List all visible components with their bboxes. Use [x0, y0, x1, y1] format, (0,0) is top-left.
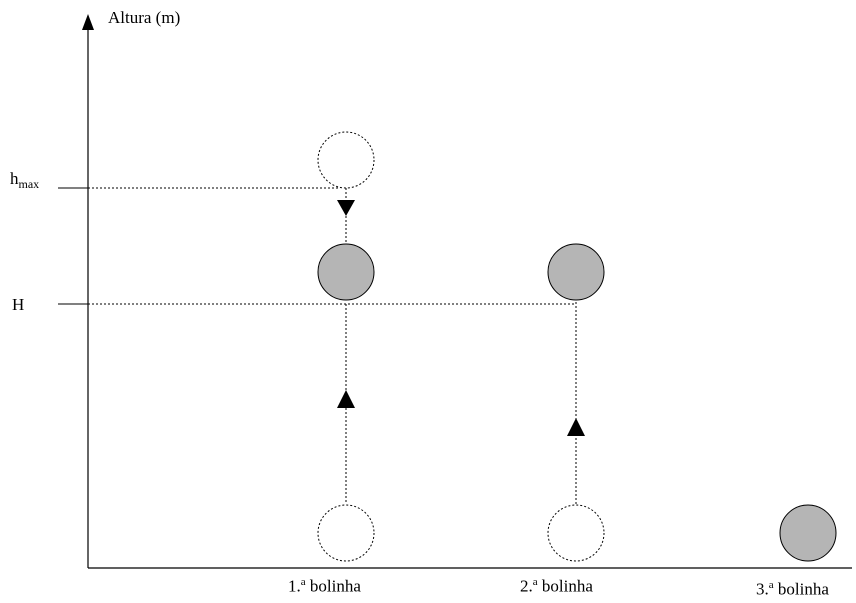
ball1-down-arrow	[337, 200, 355, 216]
hmax-label: hmax	[10, 169, 39, 190]
ball2-label-prefix: 2.	[520, 576, 533, 596]
ball1-label-rest: bolinha	[305, 576, 361, 596]
ball3-label-prefix: 3.	[756, 579, 769, 599]
ball1-apex-ghost	[317, 131, 375, 189]
ball3-label-rest: bolinha	[773, 579, 829, 599]
ball2-up-arrow	[567, 418, 585, 436]
ball3-label: 3.a bolinha	[756, 580, 829, 598]
ball2-label: 2.a bolinha	[520, 577, 593, 595]
ball1-up-arrow	[337, 390, 355, 408]
y-axis-label: Altura (m)	[108, 8, 181, 27]
ball3-label-sup: a	[768, 579, 774, 591]
ball1-start-ghost	[317, 504, 375, 562]
ball1-label-prefix: 1.	[288, 576, 301, 596]
ball3-solid	[779, 504, 837, 562]
ball2-label-rest: bolinha	[537, 576, 593, 596]
ball2-label-sup: a	[532, 576, 538, 588]
ball1-label: 1.a bolinha	[288, 577, 361, 595]
hmax-label-main: h	[10, 169, 19, 188]
ball2-start-ghost	[547, 504, 605, 562]
ball2-solid	[547, 243, 605, 301]
h-label: H	[12, 295, 25, 314]
ball1-label-sup: a	[300, 576, 306, 588]
hmax-label-sub: max	[18, 177, 40, 191]
ball1-solid	[317, 243, 375, 301]
y-axis-arrowhead	[82, 14, 94, 30]
